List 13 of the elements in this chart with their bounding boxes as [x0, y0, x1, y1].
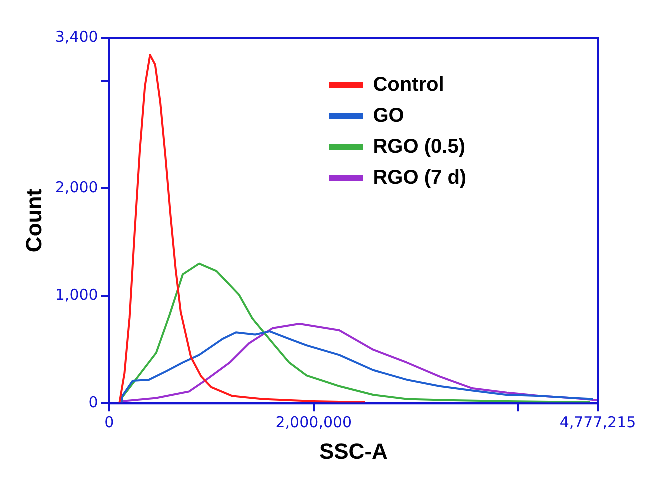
y-tick-label: 1,000 [55, 286, 98, 304]
x-axis-title: SSC-A [319, 438, 388, 464]
y-tick-label: 0 [88, 393, 98, 412]
y-tick-label: 2,000 [55, 178, 98, 196]
x-tick-label: 0 [104, 413, 114, 432]
legend-label: Control [373, 74, 444, 96]
legend-label: RGO (7 d) [373, 167, 467, 190]
x-tick-label: 4,777,215 [560, 413, 636, 432]
y-tick-label: 3,400 [55, 28, 98, 46]
y-axis-title: Count [21, 188, 46, 253]
legend-label: GO [373, 105, 404, 128]
x-tick-label: 2,000,000 [276, 413, 352, 432]
legend-label: RGO (0.5) [373, 136, 466, 158]
